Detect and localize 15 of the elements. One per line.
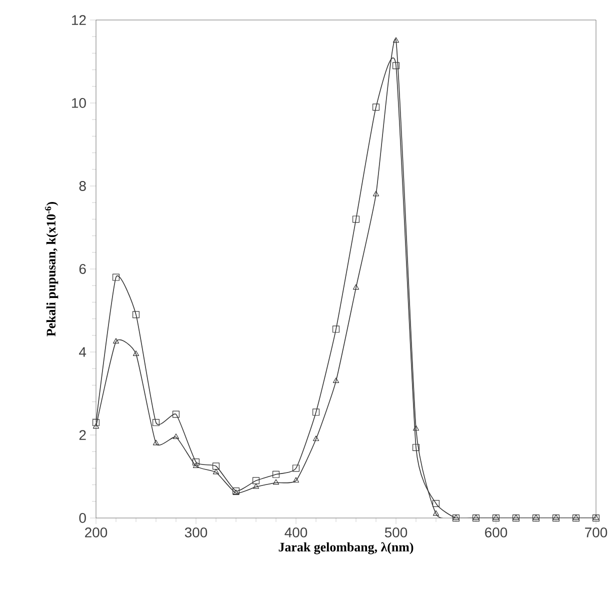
y-tick-label: 12 — [72, 15, 86, 25]
x-tick-label: 400 — [284, 528, 308, 538]
x-tick-label: 500 — [384, 528, 408, 538]
x-axis-title: Jarak gelombang, λ(nm) — [278, 542, 414, 554]
y-tick-label: 10 — [72, 98, 86, 108]
y-tick-label: 6 — [79, 264, 86, 274]
y-tick-label: 4 — [79, 347, 86, 357]
x-tick-label: 700 — [585, 528, 608, 538]
x-tick-label: 300 — [184, 528, 208, 538]
y-tick-label: 8 — [79, 181, 86, 191]
y-tick-label: 0 — [79, 513, 86, 523]
x-tick-label: 200 — [85, 528, 108, 538]
y-tick-label: 2 — [79, 430, 86, 440]
x-tick-label: 600 — [485, 528, 508, 538]
y-axis-title: Pekali pupusan, k(x10$^{-6}$) — [45, 202, 58, 336]
